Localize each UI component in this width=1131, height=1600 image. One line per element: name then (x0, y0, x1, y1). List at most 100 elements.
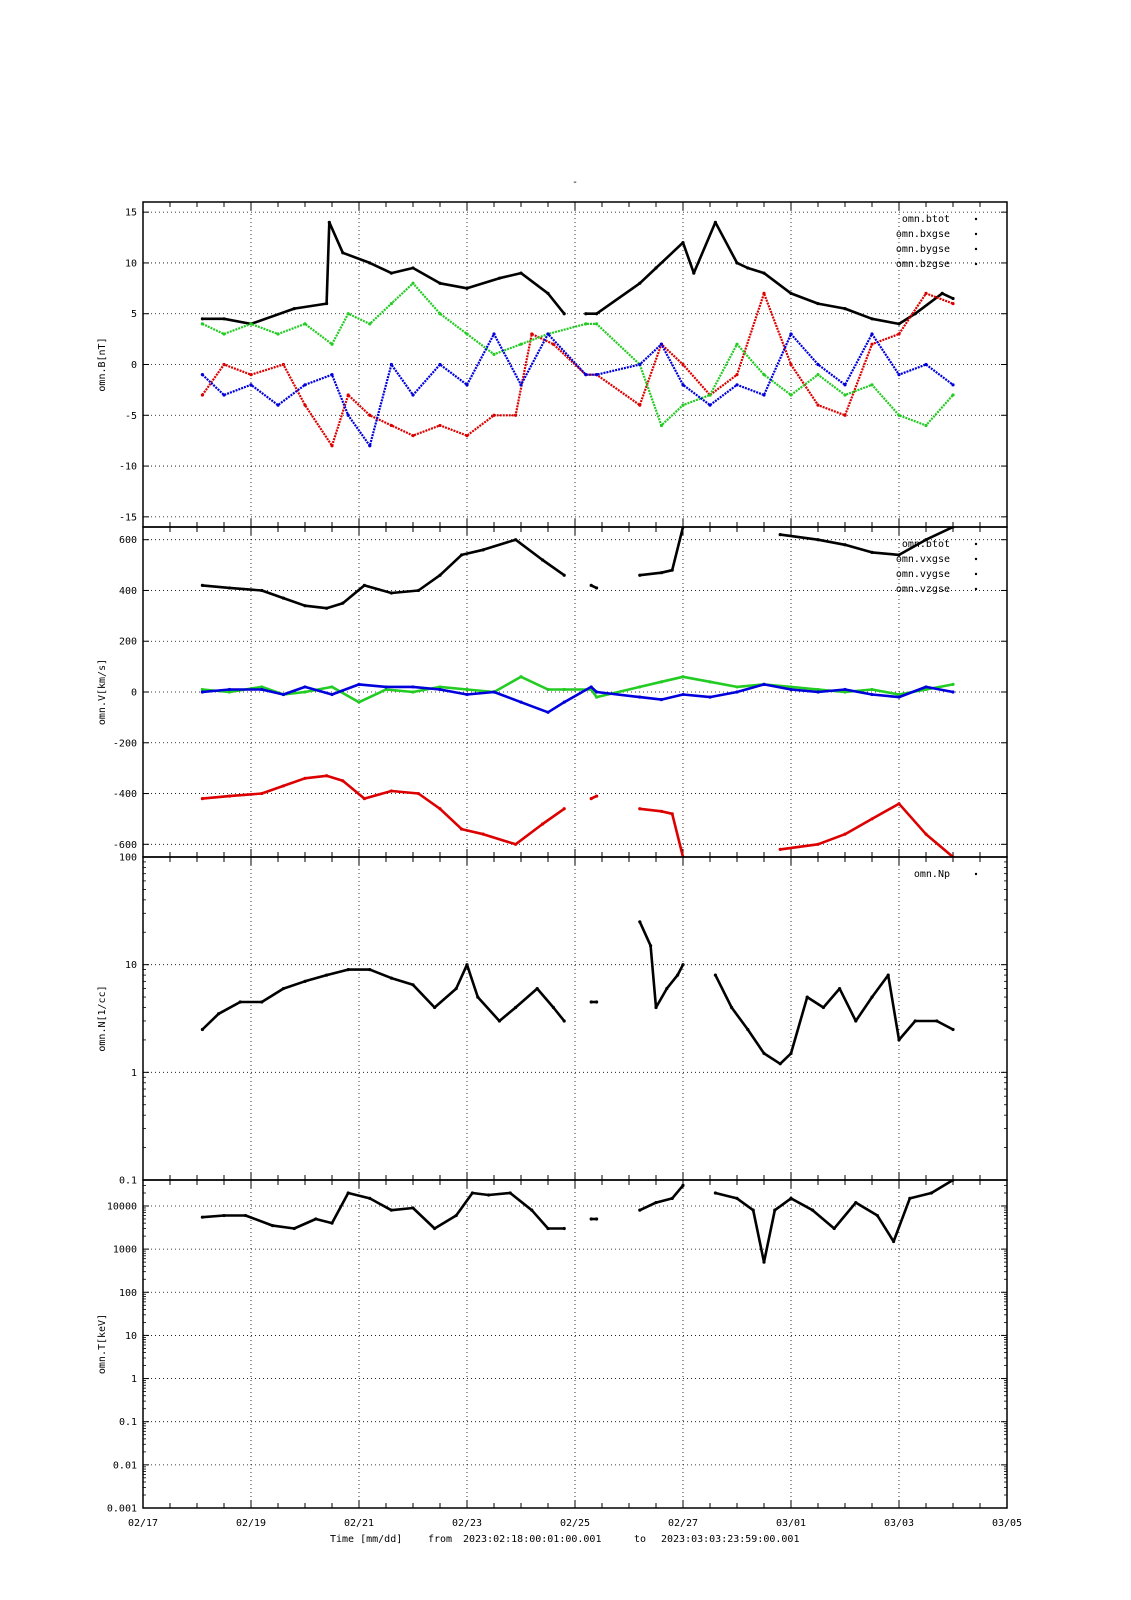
data-point (357, 700, 361, 704)
data-point (659, 680, 664, 684)
data-point (951, 393, 955, 397)
data-point (487, 1193, 491, 1197)
data-point (276, 403, 280, 407)
legend-marker (974, 587, 978, 591)
y-tick-label: 1 (131, 1068, 137, 1079)
data-point (260, 687, 264, 692)
data-point (681, 675, 685, 679)
data-point (416, 588, 420, 593)
series-line-omn-vxgse (202, 774, 565, 846)
legend-entry: omn.bygse (896, 244, 950, 255)
data-point (638, 685, 642, 689)
data-point (762, 1051, 766, 1055)
data-point (730, 1005, 734, 1010)
data-point (940, 291, 944, 296)
data-point (638, 1208, 642, 1212)
data-point (951, 296, 955, 301)
data-point (411, 690, 415, 694)
data-point (751, 1208, 755, 1212)
to-value: 2023:03:03:23:59:00.001 (661, 1534, 799, 1545)
to-label: to (634, 1534, 646, 1545)
data-point (951, 682, 955, 686)
y-tick-label: 100 (119, 1288, 137, 1299)
x-tick-label: 02/17 (128, 1518, 158, 1529)
legend-marker (974, 542, 978, 546)
data-point (292, 1226, 296, 1231)
y-tick-label: -200 (113, 738, 137, 749)
data-point (303, 685, 307, 689)
data-point (762, 393, 766, 397)
data-point (595, 586, 599, 590)
data-point (200, 373, 204, 377)
y-tick-label: -15 (119, 512, 137, 523)
data-point (589, 797, 593, 801)
data-point (551, 342, 556, 346)
y-tick-label: 0.1 (119, 1176, 137, 1187)
data-point (330, 1221, 334, 1225)
data-point (416, 791, 420, 796)
data-point (816, 403, 820, 407)
data-point (384, 685, 388, 689)
data-point (535, 986, 539, 991)
panels: 151050-5-10-15omn.B[nT]omn.btotomn.bxgse… (97, 201, 1008, 1515)
data-point (260, 588, 264, 593)
data-point (227, 690, 231, 694)
y-tick-label: 0.1 (119, 1417, 137, 1428)
data-point (465, 286, 469, 290)
data-point (595, 794, 599, 798)
data-point (368, 1196, 372, 1200)
legend-entry: omn.bzgse (896, 259, 950, 270)
data-point (200, 1215, 204, 1219)
legend-entry: omn.Np (914, 869, 950, 880)
data-point (330, 373, 334, 377)
data-point (816, 538, 820, 542)
data-point (551, 1005, 556, 1010)
series-line-omn-T-c (639, 1184, 684, 1212)
data-point (465, 332, 469, 336)
data-point (886, 973, 890, 977)
series-line-omn-vzgse (202, 683, 954, 714)
y-tick-label: 1000 (113, 1245, 137, 1256)
data-point (562, 573, 566, 577)
series-group (200, 220, 955, 448)
data-point (433, 1226, 437, 1231)
y-tick-label: -600 (113, 840, 137, 851)
data-point (514, 538, 518, 542)
data-point (346, 393, 350, 397)
data-point (897, 553, 901, 557)
series-line-omn-bxgse (201, 292, 954, 447)
data-point (530, 332, 534, 336)
data-point (217, 1012, 221, 1016)
data-point (346, 1191, 350, 1195)
series-group (200, 527, 955, 857)
data-point (789, 291, 793, 296)
data-point (389, 976, 393, 980)
y-tick-label: 600 (119, 535, 137, 546)
data-point (773, 1208, 777, 1212)
data-point (519, 675, 523, 679)
data-point (708, 695, 712, 699)
data-point (465, 692, 469, 697)
data-point (438, 687, 442, 692)
data-point (913, 312, 917, 316)
data-point (708, 680, 712, 684)
series-line-omn-btot (202, 221, 566, 326)
data-point (249, 383, 253, 387)
data-point (330, 692, 334, 697)
data-point (411, 393, 415, 397)
legend-marker (974, 557, 978, 561)
data-point (659, 423, 664, 428)
legend-marker (974, 232, 978, 236)
data-point (735, 373, 739, 377)
data-point (681, 692, 685, 697)
data-point (492, 690, 496, 694)
data-point (411, 685, 415, 689)
data-point (470, 1191, 474, 1195)
data-point (341, 251, 345, 255)
data-point (222, 317, 226, 321)
data-point (897, 802, 901, 806)
data-point (713, 1191, 718, 1195)
data-point (200, 583, 204, 587)
data-point (762, 373, 766, 377)
